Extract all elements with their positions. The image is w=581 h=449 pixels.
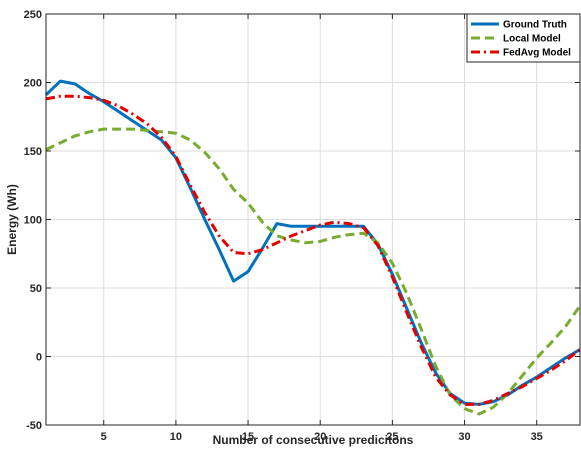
x-tick-label: 5 — [101, 431, 107, 443]
y-tick-label: 0 — [36, 352, 42, 364]
series-line-local-model — [45, 127, 581, 416]
x-tick-label: 25 — [386, 431, 398, 443]
grid — [46, 13, 580, 426]
y-tick-label: 200 — [24, 78, 42, 90]
y-tick-label: -50 — [26, 420, 42, 432]
y-axis-label: Energy (Wh) — [5, 184, 19, 255]
x-tick-label: 10 — [170, 431, 182, 443]
y-tick-label: 50 — [30, 283, 42, 295]
ticks — [46, 13, 580, 426]
series-line-fedavg-model — [45, 94, 581, 406]
x-axis-label: Number of consecutive predicitons — [213, 433, 414, 447]
x-tick-label: 35 — [531, 431, 543, 443]
y-tick-label: 250 — [24, 9, 42, 21]
tick-labels: 5 10 15 20 25 30 35 -50 0 50 100 150 200 250 — [24, 9, 543, 443]
y-tick-label: 150 — [24, 146, 42, 158]
legend-label: Local Model — [503, 34, 561, 45]
x-tick-label: 15 — [242, 431, 254, 443]
x-tick-label: 20 — [314, 431, 326, 443]
x-tick-label: 30 — [458, 431, 470, 443]
legend-label: FedAvg Model — [503, 48, 571, 59]
legend: Ground Truth Local Model FedAvg Model — [466, 13, 581, 63]
series-layer — [44, 79, 581, 416]
y-tick-label: 100 — [24, 215, 42, 227]
legend-label: Ground Truth — [503, 20, 567, 31]
